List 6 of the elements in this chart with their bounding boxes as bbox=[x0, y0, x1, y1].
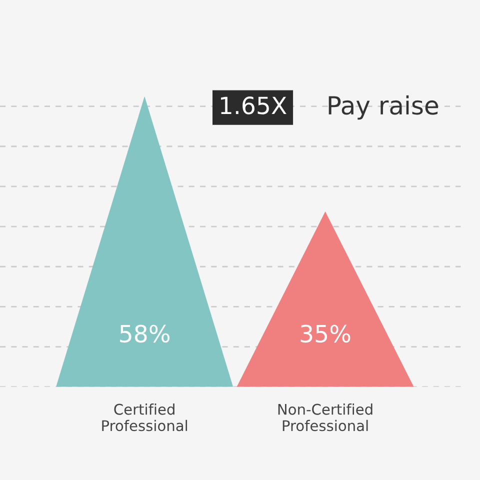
data-label: 35% bbox=[300, 324, 350, 343]
x-tick-label: Certified Professional bbox=[102, 404, 188, 432]
data-label: 58% bbox=[120, 324, 170, 343]
annotation: 1.65X bbox=[220, 96, 286, 114]
annotation: Pay raise bbox=[328, 95, 438, 120]
x-tick-label: Non-Certified Professional bbox=[278, 404, 372, 432]
